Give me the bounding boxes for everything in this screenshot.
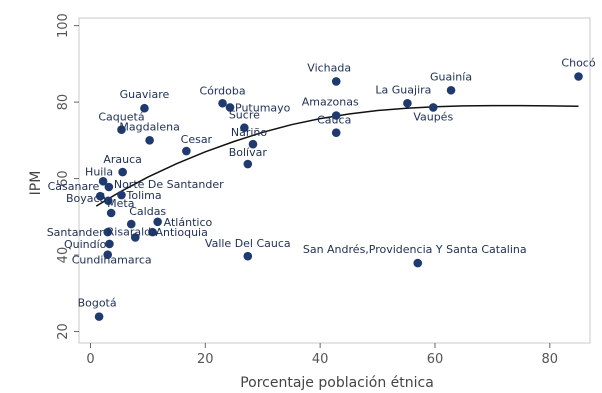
data-point	[98, 176, 108, 186]
point-label: Guaviare	[120, 88, 170, 101]
data-point	[331, 77, 341, 86]
point-label: Amazonas	[302, 96, 359, 109]
axes: 0 20 40 60 80 20 40 60 80 100	[56, 13, 558, 367]
y-axis-title: IPM	[28, 171, 44, 196]
point-label: Córdoba	[199, 84, 245, 97]
y-tick-label: 60	[56, 170, 71, 187]
point-label: Tolima	[125, 189, 161, 202]
x-axis-title: Porcentaje población étnica	[240, 375, 434, 391]
y-tick-label: 80	[56, 94, 71, 111]
data-point	[218, 98, 227, 108]
data-point	[446, 85, 456, 95]
point-label: Caldas	[129, 205, 166, 218]
data-point	[130, 233, 140, 242]
point-label: Magdalena	[119, 120, 179, 133]
data-point	[182, 146, 191, 156]
y-tick-label: 100	[56, 13, 71, 38]
data-point	[331, 111, 341, 120]
x-tick-label: 20	[197, 352, 214, 367]
point-label: Boyacá	[66, 192, 106, 205]
data-point	[103, 196, 113, 206]
point-label: Quindío	[64, 238, 107, 251]
point-label: Vichada	[307, 61, 351, 74]
point-label: Casanare	[48, 180, 100, 193]
point-label: Norte De Santander	[114, 178, 224, 191]
data-point	[574, 72, 583, 81]
point-label: Caquetá	[98, 111, 144, 124]
data-point	[243, 251, 253, 261]
point-label: Sucre	[229, 109, 260, 122]
point-label: Arauca	[103, 153, 142, 166]
data-points	[94, 72, 583, 321]
point-labels: Chocó Guainía Vichada La Guajira Vaupés Amazo…	[47, 57, 596, 310]
point-label: San Andrés,Providencia Y Santa Catalina	[303, 243, 527, 256]
point-label: La Guajira	[375, 83, 431, 96]
data-point	[104, 182, 114, 192]
data-point	[117, 190, 126, 200]
data-point	[243, 159, 253, 169]
data-point	[413, 258, 423, 268]
point-label: Atlántico	[164, 216, 213, 229]
data-point	[118, 167, 127, 177]
data-point	[126, 219, 136, 229]
point-label: Antioquia	[155, 226, 207, 239]
x-tick-label: 40	[312, 352, 329, 367]
point-label: Cesar	[181, 133, 213, 146]
point-label: Guainía	[430, 70, 472, 83]
point-label: Meta	[107, 197, 134, 210]
data-point	[331, 128, 341, 138]
data-point	[103, 227, 113, 237]
plot-frame	[78, 17, 591, 344]
data-point	[403, 98, 412, 108]
data-point	[225, 103, 235, 112]
point-label: Cundinamarca	[72, 254, 152, 267]
point-label: Santander	[47, 226, 104, 239]
data-point	[95, 191, 105, 201]
x-tick-label: 80	[542, 352, 559, 367]
x-tick-label: 0	[86, 352, 94, 367]
point-label: Vaupés	[413, 110, 453, 123]
y-tick-label: 20	[56, 323, 71, 340]
data-point	[103, 250, 113, 259]
data-point	[153, 217, 162, 227]
data-point	[117, 125, 126, 134]
point-label: Cauca	[317, 114, 351, 127]
data-point	[105, 239, 114, 249]
point-label: Nariño	[231, 126, 268, 139]
data-point	[428, 103, 438, 112]
point-label: Bolívar	[229, 146, 268, 159]
data-point	[94, 312, 104, 321]
point-label: Chocó	[561, 57, 595, 70]
point-label: Risaralda	[107, 225, 158, 238]
data-point	[148, 227, 157, 237]
point-label: Huila	[85, 165, 113, 178]
point-label: Valle Del Cauca	[205, 237, 291, 250]
point-label: Bogotá	[78, 297, 117, 310]
x-tick-label: 60	[427, 352, 444, 367]
y-tick-label: 40	[56, 247, 71, 264]
point-label: Putumayo	[235, 101, 291, 114]
data-point	[140, 103, 149, 113]
data-point	[106, 208, 116, 218]
data-point	[248, 139, 258, 149]
data-point	[240, 123, 249, 133]
data-point	[145, 136, 154, 145]
